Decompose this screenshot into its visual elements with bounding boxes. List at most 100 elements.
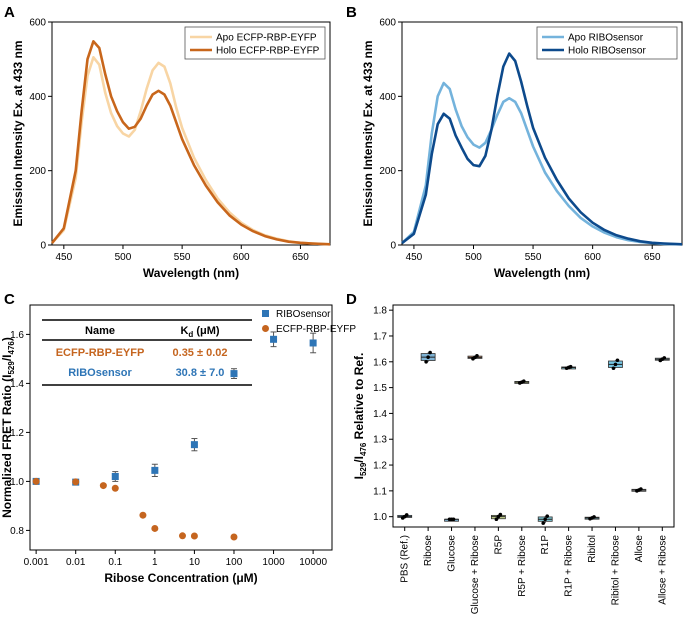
d-xtick-label: Ribitol + Ribose — [610, 535, 621, 606]
d-box-point — [592, 515, 596, 519]
c-ytick-label: 1.4 — [10, 379, 24, 390]
d-ytick-label: 1.8 — [373, 306, 387, 317]
c-xtick-label: 10000 — [299, 557, 327, 568]
c-ytick-label: 0.8 — [10, 526, 24, 537]
d-xtick-label: R1P — [540, 535, 551, 555]
d-box-point — [475, 354, 479, 358]
b-ytick-label: 400 — [379, 92, 396, 103]
d-ytick-label: 1.3 — [373, 435, 387, 446]
b-ylabel-part: Emission Intensity Ex. at 433 nm — [361, 40, 375, 226]
c-point-ecfp — [32, 477, 40, 485]
d-xtick-label: Glucose — [447, 535, 458, 572]
d-box-point — [611, 366, 616, 371]
a-series-line-1 — [50, 40, 331, 246]
b-ytick-label: 600 — [379, 18, 396, 29]
d-xtick-label: Ribitol — [587, 535, 598, 563]
d-xtick-label: Ribose — [423, 535, 434, 567]
a-plot-frame — [51, 21, 331, 246]
c-ylabel-part: Normalized FRET Ratio (I — [0, 375, 14, 518]
c-ytick-label: 1.0 — [10, 477, 24, 488]
d-plot-frame — [392, 304, 675, 528]
b-series-line-1 — [401, 52, 683, 246]
c-table-row-kd-0: 0.35 ± 0.02 — [173, 347, 228, 359]
c-xtick-label: 0.01 — [66, 557, 86, 568]
d-xtick-label: Allose — [634, 535, 645, 563]
c-ytick-label: 1.6 — [10, 330, 24, 341]
a-legend-label-1: Holo ECFP-RBP-EYFP — [216, 46, 320, 57]
a-xtick-label: 550 — [174, 252, 191, 263]
a-series-line-0 — [51, 56, 331, 246]
c-ylabel-part: 529 — [7, 361, 16, 375]
b-ytick-label: 0 — [390, 241, 396, 252]
b-legend-box — [536, 26, 678, 60]
c-legend-label-0: RIBOsensor — [276, 309, 331, 320]
b-legend-label-0: Apo RIBOsensor — [568, 33, 644, 44]
d-ytick-label: 1.4 — [373, 409, 387, 420]
a-xlabel: Wavelength (nm) — [143, 266, 239, 280]
d-box-point — [426, 355, 430, 359]
panel-letter-c: C — [4, 291, 15, 308]
c-xlabel: Ribose Concentration (μM) — [104, 571, 257, 585]
d-box-point — [424, 359, 428, 364]
panel-b: 450 500 550 600 650 0 200 400 600 Wavelength (nm)… — [361, 18, 683, 280]
d-box-point — [541, 521, 546, 525]
c-point-ecfp — [230, 533, 238, 541]
a-legend-label-0: Apo ECFP-RBP-EYFP — [216, 33, 317, 44]
d-ylabel-part: 529 — [359, 462, 368, 476]
c-xtick-label: 1000 — [262, 557, 285, 568]
d-ylabel-part: 476 — [359, 442, 368, 456]
d-ylabel-part: /I — [352, 456, 366, 463]
d-box-point — [494, 517, 499, 522]
c-xtick-label: 0.1 — [108, 557, 122, 568]
b-ytick-label: 200 — [379, 166, 396, 177]
c-legend-marker-0 — [262, 310, 269, 317]
a-ylabel-part: Emission Intensity Ex. at 433 nm — [11, 40, 25, 226]
b-plot-frame — [401, 21, 683, 246]
c-xtick-label: 10 — [189, 557, 201, 568]
a-ytick-label: 200 — [29, 166, 46, 177]
c-point-ecfp — [151, 524, 159, 532]
c-xtick-label: 0.001 — [24, 557, 49, 568]
d-ylabel-part: I — [352, 476, 366, 479]
a-xtick-label: 450 — [55, 252, 72, 263]
c-point-ribosensor — [309, 339, 317, 347]
b-xtick-label: 500 — [465, 252, 482, 263]
b-xtick-label: 450 — [406, 252, 423, 263]
c-table-row-kd-1: 30.8 ± 7.0 — [176, 367, 225, 379]
c-plot-frame — [29, 304, 333, 551]
b-ylabel: Emission Intensity Ex. at 433 nm — [361, 40, 375, 226]
c-legend-marker-1 — [262, 325, 269, 332]
d-xtick-label: R5P + Ribose — [517, 535, 528, 597]
c-xtick-label: 100 — [226, 557, 243, 568]
d-xtick-label: Glucose + Ribose — [470, 535, 481, 615]
d-ytick-label: 1.2 — [373, 461, 387, 472]
d-ylabel: I529/I476 Relative to Ref. — [352, 353, 368, 480]
d-xtick-label: Allose + Ribose — [657, 535, 668, 605]
d-box-point — [615, 358, 620, 363]
c-point-ecfp — [178, 532, 186, 540]
a-xtick-label: 500 — [115, 252, 132, 263]
d-box-point — [521, 379, 526, 383]
c-ylabel-part: 476 — [7, 341, 16, 355]
panel-letter-b: B — [346, 4, 357, 21]
b-xtick-label: 550 — [525, 252, 542, 263]
d-box-point — [545, 514, 550, 518]
a-ytick-label: 0 — [40, 241, 46, 252]
d-box-point — [613, 362, 618, 367]
a-legend-box — [184, 26, 326, 60]
a-xtick-label: 650 — [292, 252, 309, 263]
a-xtick-label: 600 — [233, 252, 250, 263]
d-box-point — [428, 350, 432, 355]
d-xtick-label: PBS (Ref.) — [400, 535, 411, 583]
c-point-ribosensor — [270, 335, 278, 343]
d-ytick-label: 1.1 — [373, 486, 387, 497]
a-ylabel: Emission Intensity Ex. at 433 nm — [11, 40, 25, 226]
d-box-point — [498, 512, 503, 517]
c-table-row-name-0: ECFP-RBP-EYFP — [56, 347, 145, 359]
a-ytick-label: 400 — [29, 92, 46, 103]
d-box-point — [543, 517, 548, 522]
d-box-point — [404, 513, 409, 517]
c-point-ribosensor — [190, 441, 198, 449]
d-box-point — [451, 517, 456, 522]
c-table-header-kd-part: K — [180, 325, 188, 337]
